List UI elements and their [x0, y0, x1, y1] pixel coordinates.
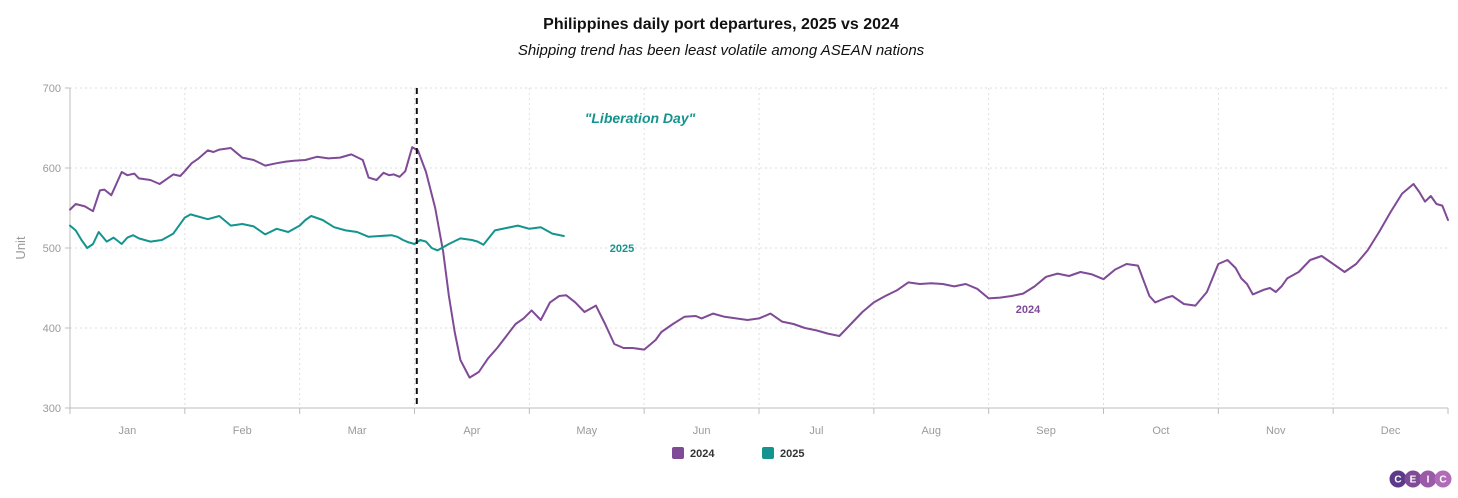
x-tick-label: Oct [1152, 425, 1169, 437]
x-tick-label: Sep [1036, 425, 1056, 437]
logo-circle [1419, 470, 1437, 488]
logo-circle [1434, 470, 1452, 488]
y-axis-title: Unit [13, 236, 28, 260]
y-tick-label: 600 [43, 163, 61, 175]
logo-circle [1404, 470, 1422, 488]
series-line-2025 [69, 213, 565, 252]
legend-label-2024: 2024 [690, 448, 715, 460]
y-tick-label: 500 [43, 243, 61, 255]
y-tick-label: 400 [43, 323, 61, 335]
x-tick-label: Dec [1381, 425, 1401, 437]
annotations: "Liberation Day" 2024 2025 [415, 88, 1041, 408]
legend-item-2024[interactable]: 2024 [672, 447, 715, 460]
series-lines [69, 146, 1449, 379]
x-tick-label: May [576, 425, 597, 437]
logo-circle [1389, 470, 1407, 488]
chart-title: Philippines daily port departures, 2025 … [543, 16, 899, 33]
series-label-2025: 2025 [610, 243, 634, 255]
legend-swatch-2024 [672, 447, 684, 459]
y-tick-label: 300 [43, 403, 61, 415]
logo-letter: E [1410, 475, 1417, 486]
liberation-day-label: "Liberation Day" [585, 110, 696, 126]
series-label-2024: 2024 [1016, 304, 1041, 316]
y-tick-label: 700 [43, 83, 61, 95]
logo-letter: C [1394, 475, 1401, 486]
x-tick-label: Apr [463, 425, 480, 437]
legend-label-2025: 2025 [780, 448, 804, 460]
x-tick-label: Jul [809, 425, 823, 437]
legend-item-2025[interactable]: 2025 [762, 447, 804, 460]
logo-letter: C [1439, 475, 1446, 486]
x-tick-label: Nov [1266, 425, 1286, 437]
logo-letter: I [1427, 475, 1430, 486]
x-tick-label: Jan [119, 425, 137, 437]
x-tick-label: Aug [921, 425, 941, 437]
x-tick-label: Feb [233, 425, 252, 437]
legend: 2024 2025 [672, 447, 804, 460]
x-tick-label: Jun [693, 425, 711, 437]
series-line-2024 [69, 146, 1449, 379]
x-tick-label: Mar [348, 425, 367, 437]
legend-swatch-2025 [762, 447, 774, 459]
grid [70, 87, 1448, 408]
axes: 300 400 500 600 700 Jan Feb Mar Apr May Jun Jul Aug S… [43, 83, 1449, 437]
chart-subtitle: Shipping trend has been least volatile a… [518, 42, 925, 59]
